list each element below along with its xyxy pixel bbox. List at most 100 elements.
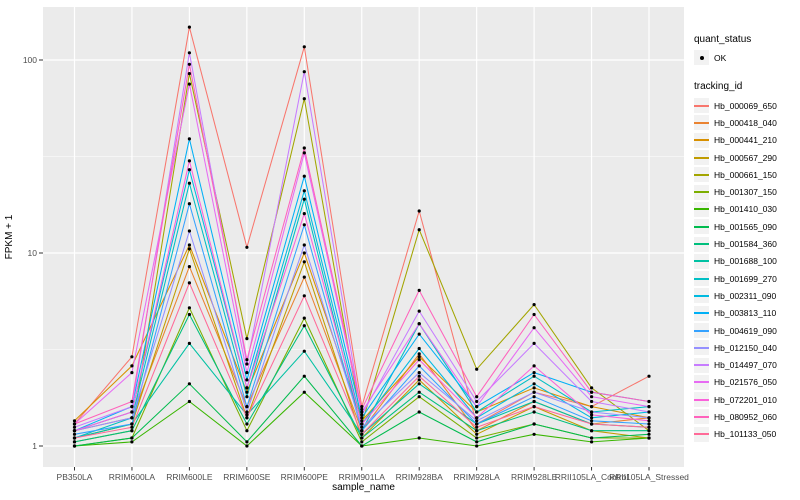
x-tick-label: RRII105LA_Control (555, 472, 629, 482)
data-point (187, 82, 191, 86)
data-point (475, 440, 479, 444)
data-point (187, 312, 191, 317)
data-point (532, 364, 536, 368)
data-point (360, 425, 364, 429)
x-tick-label: RRIM928LA (453, 472, 500, 482)
data-point (590, 395, 594, 399)
data-point (187, 306, 191, 310)
data-point (590, 440, 594, 444)
data-point (302, 260, 306, 264)
legend-item-tracking: Hb_080952_060 (694, 408, 798, 425)
data-point (245, 429, 249, 433)
data-point (245, 410, 249, 414)
data-point (532, 405, 536, 409)
data-point (245, 245, 249, 249)
data-point (302, 212, 306, 216)
line-swatch-icon (694, 253, 709, 269)
legend-item-tracking: Hb_000418_040 (694, 114, 798, 131)
data-point (187, 51, 191, 55)
data-point (590, 419, 594, 423)
data-point (590, 429, 594, 433)
data-point (130, 429, 134, 433)
data-point (417, 374, 421, 378)
legend-label-tracking: Hb_000069_650 (714, 100, 777, 111)
legend-item-tracking: Hb_001688_100 (694, 253, 798, 270)
data-point (302, 197, 306, 201)
data-point (245, 390, 249, 394)
legend-item-tracking: Hb_003813_110 (694, 305, 798, 322)
data-point (590, 416, 594, 420)
x-tick-label: RRIM600PE (281, 472, 329, 482)
data-point (360, 422, 364, 426)
data-point (532, 399, 536, 404)
data-point (245, 386, 249, 390)
legend-label-tracking: Hb_021576_050 (714, 377, 777, 388)
x-tick-label: RRII105LA_Stressed (609, 472, 689, 482)
legend-label-tracking: Hb_001699_270 (714, 273, 777, 284)
data-point (302, 70, 306, 74)
data-point (72, 419, 77, 423)
legend-item-tracking: Hb_012150_040 (694, 339, 798, 356)
data-point (417, 209, 421, 213)
data-point (590, 413, 594, 417)
data-point (302, 390, 306, 394)
legend: quant_status OK tracking_id Hb_000069_65… (694, 33, 798, 443)
data-point (475, 367, 479, 371)
legend-group-tracking-id: tracking_id Hb_000069_650 Hb_000418_040 Hb… (694, 80, 798, 443)
line-swatch-icon (694, 98, 709, 114)
x-tick-label: RRIM600LE (166, 472, 213, 482)
data-point (360, 405, 364, 409)
legend-label-tracking: Hb_004619_090 (714, 325, 777, 336)
data-point (475, 425, 479, 429)
data-point (532, 341, 536, 345)
line-swatch-icon (694, 374, 709, 390)
data-point (187, 62, 191, 66)
data-point (360, 432, 364, 436)
data-point (417, 228, 421, 232)
data-point (302, 146, 306, 150)
data-point (245, 405, 249, 409)
data-point (302, 151, 306, 155)
data-point (130, 364, 134, 368)
data-point (187, 281, 191, 285)
legend-label-tracking: Hb_000661_150 (714, 169, 777, 180)
data-point (360, 429, 364, 433)
legend-label-tracking: Hb_014497_070 (714, 360, 777, 371)
data-point (417, 378, 421, 382)
data-point (187, 181, 191, 185)
data-point (475, 395, 479, 399)
data-point (245, 444, 249, 448)
data-point (187, 168, 191, 172)
data-point (130, 405, 134, 409)
data-point (417, 390, 421, 394)
data-point (532, 410, 536, 414)
legend-item-ok: OK (694, 49, 798, 66)
data-point (417, 358, 421, 362)
legend-group-quant-status: quant_status OK (694, 33, 798, 66)
y-axis-title: FPKM + 1 (4, 214, 15, 260)
data-point (475, 410, 479, 414)
line-swatch-icon (694, 132, 709, 148)
line-swatch-icon (694, 323, 709, 338)
legend-label-tracking: Hb_000418_040 (714, 117, 777, 128)
data-point (647, 410, 651, 414)
legend-item-tracking: Hb_004619_090 (694, 322, 798, 339)
legend-item-tracking: Hb_001565_090 (694, 218, 798, 235)
data-point (590, 386, 594, 390)
data-point (647, 436, 651, 440)
plot-panel (43, 7, 684, 467)
legend-item-tracking: Hb_072201_010 (694, 391, 798, 408)
data-point (475, 422, 479, 426)
data-point (72, 440, 77, 444)
x-tick-label: RRIM600SE (223, 472, 271, 482)
line-swatch-icon (694, 409, 709, 425)
legend-label-tracking: Hb_001584_360 (714, 239, 777, 250)
data-point (647, 399, 651, 404)
legend-item-tracking: Hb_000567_290 (694, 149, 798, 166)
data-point (302, 251, 306, 255)
legend-item-tracking: Hb_000661_150 (694, 166, 798, 183)
data-point (647, 429, 651, 433)
line-swatch-icon (694, 219, 709, 235)
data-point (130, 416, 134, 420)
